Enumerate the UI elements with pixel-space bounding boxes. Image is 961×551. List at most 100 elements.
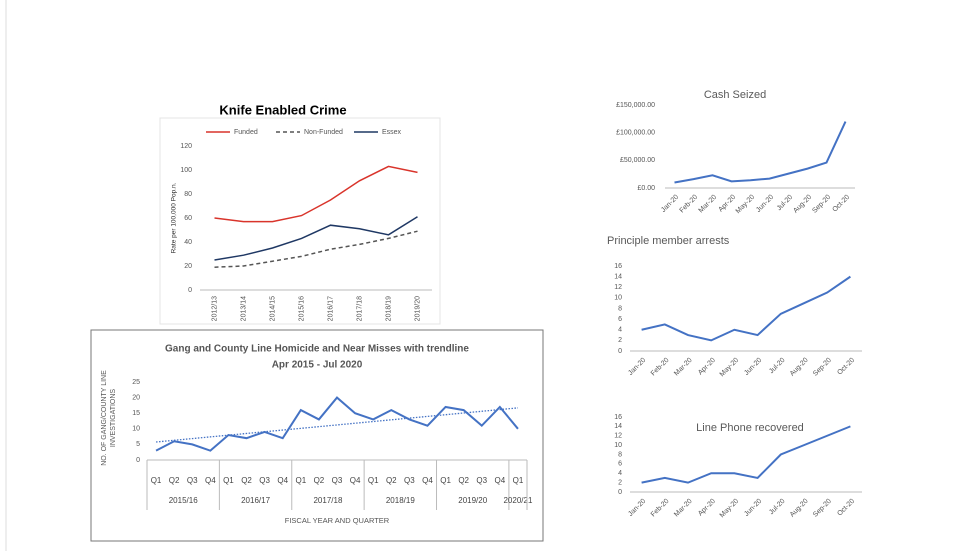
y-tick-label: 14 — [614, 423, 622, 430]
y-tick-label: 14 — [614, 273, 622, 280]
x-tick-label: Apr-20 — [697, 357, 717, 377]
line-series — [214, 230, 418, 268]
x-tick-label: 2019/20 — [414, 296, 421, 321]
chart-title: Apr 2015 - Jul 2020 — [272, 360, 363, 371]
y-tick-label: 15 — [132, 410, 140, 417]
y-tick-label: 120 — [180, 143, 192, 150]
x-tick-label: Jul-20 — [768, 498, 787, 517]
line-series — [674, 121, 847, 184]
x-tick-label: Q3 — [187, 476, 198, 485]
y-axis-label: NO. OF GANG/COUNTY LINE — [101, 370, 108, 466]
x-tick-label: Q1 — [151, 476, 162, 485]
legend-label: Essex — [382, 129, 402, 136]
y-axis-label: INVESTIGATIONS — [110, 389, 117, 448]
x-tick-label: Q4 — [495, 476, 506, 485]
y-tick-label: 6 — [618, 316, 622, 323]
x-tick-label: Q3 — [404, 476, 415, 485]
line-series — [641, 275, 851, 342]
x-tick-label: Jun-20 — [755, 194, 775, 214]
gang-frame — [90, 329, 544, 542]
y-tick-label: 12 — [614, 284, 622, 291]
y-tick-label: £50,000.00 — [620, 157, 655, 164]
y-tick-label: 20 — [132, 394, 140, 401]
y-axis-label: Rate per 100,000 Pop.n. — [171, 182, 178, 253]
x-group-label: 2020/21 — [503, 496, 532, 505]
x-tick-label: Jun-20 — [743, 357, 763, 377]
y-tick-label: 0 — [618, 489, 622, 496]
x-tick-label: Aug-20 — [789, 498, 810, 519]
x-tick-label: Mar-20 — [673, 357, 694, 378]
x-group-label: 2015/16 — [169, 496, 198, 505]
chart-title: Line Phone recovered — [696, 422, 804, 434]
y-tick-label: 16 — [614, 263, 622, 270]
x-tick-label: Jan-20 — [627, 357, 647, 377]
x-tick-label: 2014/15 — [269, 296, 276, 321]
x-tick-label: 2018/19 — [385, 296, 392, 321]
x-tick-label: Q1 — [295, 476, 306, 485]
line-series — [155, 396, 519, 452]
y-tick-label: 2 — [618, 479, 622, 486]
y-tick-label: 60 — [184, 215, 192, 222]
y-tick-label: 20 — [184, 263, 192, 270]
trendline — [155, 407, 519, 443]
chart-title: Knife Enabled Crime — [219, 102, 346, 117]
x-tick-label: 2013/14 — [240, 296, 247, 321]
chart-title: Principle member arrests — [607, 235, 730, 247]
x-group-label: 2017/18 — [313, 496, 342, 505]
y-tick-label: 8 — [618, 451, 622, 458]
x-tick-label: Q2 — [458, 476, 469, 485]
x-tick-label: Q1 — [513, 476, 524, 485]
legend-label: Funded — [234, 129, 258, 136]
line-series — [641, 425, 851, 484]
y-tick-label: 0 — [618, 348, 622, 355]
y-tick-label: £150,000.00 — [616, 102, 655, 109]
x-tick-label: Oct-20 — [836, 357, 856, 377]
x-group-label: 2019/20 — [458, 496, 487, 505]
x-tick-label: Aug-20 — [792, 194, 813, 215]
x-tick-label: Q4 — [277, 476, 288, 485]
y-tick-label: 40 — [184, 239, 192, 246]
knife-frame — [159, 117, 441, 325]
y-tick-label: 4 — [618, 327, 622, 334]
y-tick-label: 100 — [180, 167, 192, 174]
y-tick-label: 8 — [618, 305, 622, 312]
x-group-label: 2016/17 — [241, 496, 270, 505]
x-tick-label: Q2 — [169, 476, 180, 485]
chart-title: Cash Seized — [704, 89, 766, 101]
x-tick-label: May-20 — [719, 498, 741, 520]
legend-label: Non-Funded — [304, 129, 343, 136]
x-group-label: 2018/19 — [386, 496, 415, 505]
x-tick-label: 2012/13 — [211, 296, 218, 321]
x-tick-label: Q2 — [241, 476, 252, 485]
x-tick-label: Jan-20 — [660, 194, 680, 214]
x-tick-label: Q3 — [476, 476, 487, 485]
x-tick-label: 2015/16 — [298, 296, 305, 321]
x-tick-label: Jul-20 — [768, 357, 787, 376]
x-tick-label: Apr-20 — [697, 498, 717, 518]
x-tick-label: Mar-20 — [698, 194, 719, 215]
x-tick-label: Feb-20 — [650, 357, 671, 378]
x-tick-label: Aug-20 — [789, 357, 810, 378]
y-tick-label: 0 — [188, 287, 192, 294]
y-tick-label: 10 — [614, 295, 622, 302]
y-tick-label: 4 — [618, 470, 622, 477]
x-tick-label: Q2 — [314, 476, 325, 485]
x-tick-label: May-20 — [719, 357, 741, 379]
line-series — [214, 165, 418, 223]
x-tick-label: Q4 — [205, 476, 216, 485]
x-tick-label: Q3 — [259, 476, 270, 485]
x-tick-label: Sep-20 — [812, 498, 833, 519]
x-tick-label: Sep-20 — [812, 357, 833, 378]
x-tick-label: Q4 — [350, 476, 361, 485]
x-tick-label: Q1 — [368, 476, 379, 485]
x-tick-label: Mar-20 — [673, 498, 694, 519]
chart-title: Gang and County Line Homicide and Near M… — [165, 344, 469, 355]
x-tick-label: Jan-20 — [627, 498, 647, 518]
x-tick-label: Feb-20 — [679, 194, 700, 215]
x-tick-label: May-20 — [735, 194, 757, 216]
y-tick-label: 6 — [618, 461, 622, 468]
y-tick-label: 25 — [132, 379, 140, 386]
y-tick-label: 10 — [132, 426, 140, 433]
y-tick-label: £0.00 — [637, 185, 655, 192]
